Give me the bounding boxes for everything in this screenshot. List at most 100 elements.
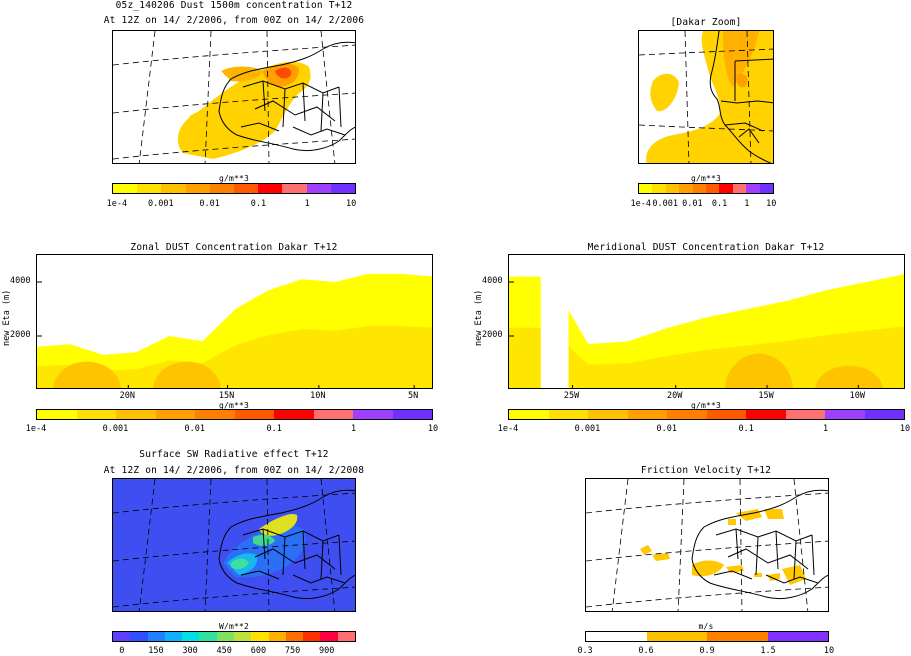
- cb-dust-map-segment: [185, 184, 210, 193]
- cb-zoom-map-tick-label: 10: [766, 199, 777, 209]
- cb-zonal-segment: [353, 410, 393, 419]
- cb-zoom-map-segment: [652, 184, 666, 193]
- zoom-graticule: [639, 31, 773, 163]
- ustar-map-colorbar: [585, 631, 829, 642]
- zoom-map-colorbar-ticks: 1e-4 0.001 0.01 0.1 1 10: [630, 199, 777, 211]
- cb-meridional-segment: [746, 410, 786, 419]
- cb-sw-map-segment: [337, 632, 355, 641]
- x-tick-label: 20W: [667, 391, 683, 401]
- cb-dust-map-segment: [209, 184, 235, 193]
- cb-zonal-segment: [392, 410, 432, 419]
- cb-ustar-map-tick-label: 0.6: [638, 646, 654, 656]
- zonal-cross-section: [36, 254, 433, 389]
- y-tick-label: 4000: [482, 276, 503, 286]
- dust-surface-max: [815, 365, 883, 388]
- zoom-dust-core2: [736, 73, 748, 88]
- x-tick-label: 5N: [408, 391, 419, 401]
- cb-zonal-segment: [76, 410, 116, 419]
- cb-zoom-map-tick-label: 0.01: [682, 199, 703, 209]
- dust-map-title: 05z_140206 Dust 1500m concentration T+12: [115, 0, 353, 11]
- dust-map-colorbar-ticks: 1e-4 0.001 0.01 0.1 1 10: [107, 199, 357, 211]
- cb-zoom-map-segment: [719, 184, 733, 193]
- y-tick-label: 2000: [10, 330, 31, 340]
- cb-dust-map-tick-label: 10: [345, 199, 357, 209]
- cb-zoom-map-segment: [665, 184, 680, 193]
- ustar-map-title: Friction Velocity T+12: [640, 465, 772, 476]
- zoom-map-colorbar: [638, 183, 774, 194]
- ustar-graticule: [586, 479, 828, 611]
- cb-sw-map-segment: [147, 632, 165, 641]
- cb-zonal-segment: [274, 410, 314, 419]
- coastlines: [218, 41, 355, 152]
- y-tick-label: 2000: [482, 330, 503, 340]
- cb-sw-map-segment: [251, 632, 269, 641]
- cb-meridional-tick-label: 0.001: [574, 424, 601, 434]
- sw-map-colorbar-ticks: 0 150 300 450 600 750 900: [112, 646, 356, 656]
- cb-sw-map-segment: [199, 632, 217, 641]
- cb-meridional-segment: [785, 410, 825, 419]
- cb-meridional-segment: [706, 410, 746, 419]
- cb-ustar-map-segment: [646, 632, 707, 641]
- dust-surface-max: [53, 361, 121, 388]
- cb-zonal-tick-label: 0.1: [266, 424, 282, 434]
- cb-dust-map-segment: [258, 184, 283, 193]
- cb-sw-map-segment: [268, 632, 286, 641]
- cb-zoom-map-segment: [679, 184, 693, 193]
- no-data-gap: [540, 255, 569, 388]
- dust-plume-west: [189, 109, 217, 128]
- dust-plume-max: [275, 67, 292, 79]
- dust-map-colorbar: [112, 183, 356, 194]
- cb-sw-map-segment: [216, 632, 234, 641]
- cb-ustar-map-tick-label: 0.3: [577, 646, 593, 656]
- cb-ustar-map-segment: [767, 632, 828, 641]
- cb-zonal-segment: [195, 410, 235, 419]
- x-tick-label: 15N: [218, 391, 235, 401]
- cb-sw-map-tick-label: 0: [119, 646, 125, 656]
- cb-sw-map-segment: [303, 632, 321, 641]
- zoom-dust-core: [723, 31, 759, 87]
- cb-zonal-tick-label: 1: [351, 424, 357, 434]
- cb-ustar-map-segment: [586, 632, 647, 641]
- sw-radiative-map: [112, 478, 356, 612]
- dust-surface-max: [153, 361, 221, 388]
- cb-zoom-map-segment: [692, 184, 707, 193]
- cb-meridional-tick-label: 1: [823, 424, 829, 434]
- zonal-colorbar-ticks: 1e-4 0.001 0.01 0.1 1 10: [26, 424, 438, 436]
- cb-meridional-tick-label: 10: [899, 424, 911, 434]
- sw-coastlines: [218, 489, 355, 600]
- cb-sw-map-tick-label: 150: [148, 646, 164, 656]
- cb-zonal-tick-label: 1e-4: [25, 424, 47, 434]
- sw-field-yellow: [259, 513, 298, 536]
- cb-sw-map-segment: [113, 632, 131, 641]
- cb-dust-map-segment: [137, 184, 162, 193]
- cb-dust-map-tick-label: 1e-4: [106, 199, 128, 209]
- cb-sw-map-segment: [164, 632, 183, 641]
- dust-map-colorbar-unit: g/m**3: [218, 174, 250, 183]
- meridional-colorbar-ticks: 1e-4 0.001 0.01 0.1 1 10: [498, 424, 910, 436]
- zonal-svg: [37, 273, 432, 388]
- dust-concentration-map: [112, 30, 356, 164]
- cb-ustar-map-tick-label: 0.9: [699, 646, 715, 656]
- x-tick-label: 10N: [310, 391, 326, 401]
- cb-meridional-tick-label: 0.1: [738, 424, 754, 434]
- sw-map-colorbar: [112, 631, 356, 642]
- zonal-title: Zonal DUST Concentration Dakar T+12: [130, 242, 338, 253]
- cb-meridional-segment: [825, 410, 865, 419]
- cb-meridional-segment: [667, 410, 707, 419]
- cb-zoom-map-segment: [746, 184, 760, 193]
- cb-dust-map-segment: [306, 184, 331, 193]
- x-tick-label: 25W: [563, 391, 580, 401]
- cb-meridional-segment: [588, 410, 628, 419]
- meridional-colorbar: [508, 409, 905, 420]
- cb-sw-map-segment: [130, 632, 148, 641]
- cb-sw-map-segment: [233, 632, 252, 641]
- cb-zonal-segment: [155, 410, 195, 419]
- cb-sw-map-tick-label: 600: [250, 646, 267, 656]
- cb-zonal-segment: [313, 410, 353, 419]
- dust-layer-inner: [509, 326, 904, 388]
- zoom-map-colorbar-unit: g/m**3: [690, 174, 722, 183]
- cb-sw-map-tick-label: 900: [319, 646, 335, 656]
- cb-sw-map-tick-label: 450: [216, 646, 232, 656]
- cb-ustar-map-segment: [707, 632, 768, 641]
- cb-dust-map-segment: [282, 184, 307, 193]
